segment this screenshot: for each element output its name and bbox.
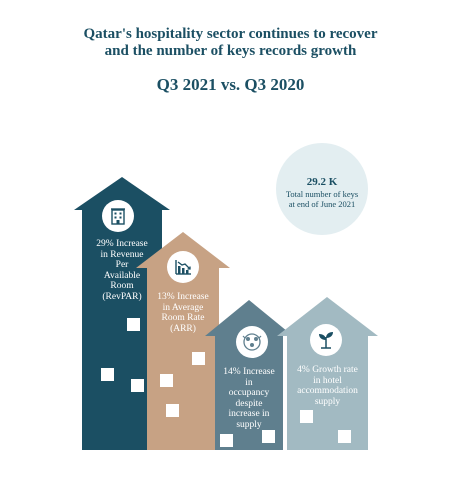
- revpar-label-line: Per: [115, 260, 129, 270]
- keys-circle: 29.2 K Total number of keys at end of Ju…: [276, 143, 368, 235]
- occupancy-people-icon: [236, 326, 268, 358]
- house-window: [160, 374, 173, 387]
- house-window: [220, 434, 233, 447]
- house-window: [338, 430, 351, 443]
- house-revpar-shape: [74, 177, 170, 450]
- occupancy-label: 14% Increase in occupancy despite increa…: [215, 367, 283, 430]
- house-window: [300, 410, 313, 423]
- keys-value: 29.2 K: [306, 176, 338, 188]
- supply-label-line: in hotel: [313, 375, 342, 386]
- revpar-label: 29% Increase in Revenue Per Available Ro…: [82, 239, 162, 302]
- occupancy-label-line: despite: [235, 398, 263, 409]
- arr-label-line: 13% Increase: [157, 292, 209, 302]
- revpar-label-line: in Revenue: [100, 249, 144, 260]
- supply-label-line: supply: [314, 396, 341, 407]
- house-window: [101, 368, 114, 381]
- house-window: [192, 352, 205, 365]
- keys-caption-line-1: Total number of keys: [285, 189, 359, 199]
- house-window: [262, 430, 275, 443]
- house-window: [127, 318, 140, 331]
- arr-label: 13% Increase in Average Room Rate (ARR): [147, 292, 219, 334]
- occupancy-label-line: supply: [236, 419, 262, 430]
- house-occupancy-shape: [205, 300, 293, 450]
- declining-chart-icon: [167, 251, 199, 283]
- supply-label: 4% Growth rate in hotel accommodation su…: [287, 365, 368, 407]
- keys-caption: Total number of keys at end of June 2021: [282, 189, 362, 209]
- revpar-label-line: (RevPAR): [102, 291, 142, 302]
- hotel-building-icon: [102, 200, 134, 232]
- occupancy-label-line: 14% Increase: [223, 367, 275, 377]
- keys-caption-line-2: at end of June 2021: [288, 199, 356, 209]
- title-line-2: and the number of keys records growth: [104, 43, 357, 59]
- occupancy-label-line: in: [245, 377, 253, 388]
- revpar-label-line: Available: [103, 270, 141, 281]
- growth-plant-icon: [310, 324, 342, 356]
- arr-label-line: in Average: [162, 302, 204, 313]
- period-subtitle: Q3 2021 vs. Q3 2020: [156, 75, 305, 94]
- supply-label-line: 4% Growth rate: [297, 365, 358, 375]
- house-window: [166, 404, 179, 417]
- house-window: [131, 379, 144, 392]
- house-arr-shape: [136, 232, 230, 450]
- arr-label-line: Room Rate: [161, 313, 205, 323]
- occupancy-label-line: occupancy: [228, 388, 270, 398]
- supply-label-line: accommodation: [297, 386, 358, 396]
- title-line-1: Qatar's hospitality sector continues to …: [83, 26, 378, 42]
- arr-label-line: (ARR): [170, 323, 196, 334]
- occupancy-label-line: increase in: [228, 409, 270, 419]
- revpar-label-line: Room: [110, 281, 134, 291]
- revpar-label-line: 29% Increase: [96, 239, 148, 249]
